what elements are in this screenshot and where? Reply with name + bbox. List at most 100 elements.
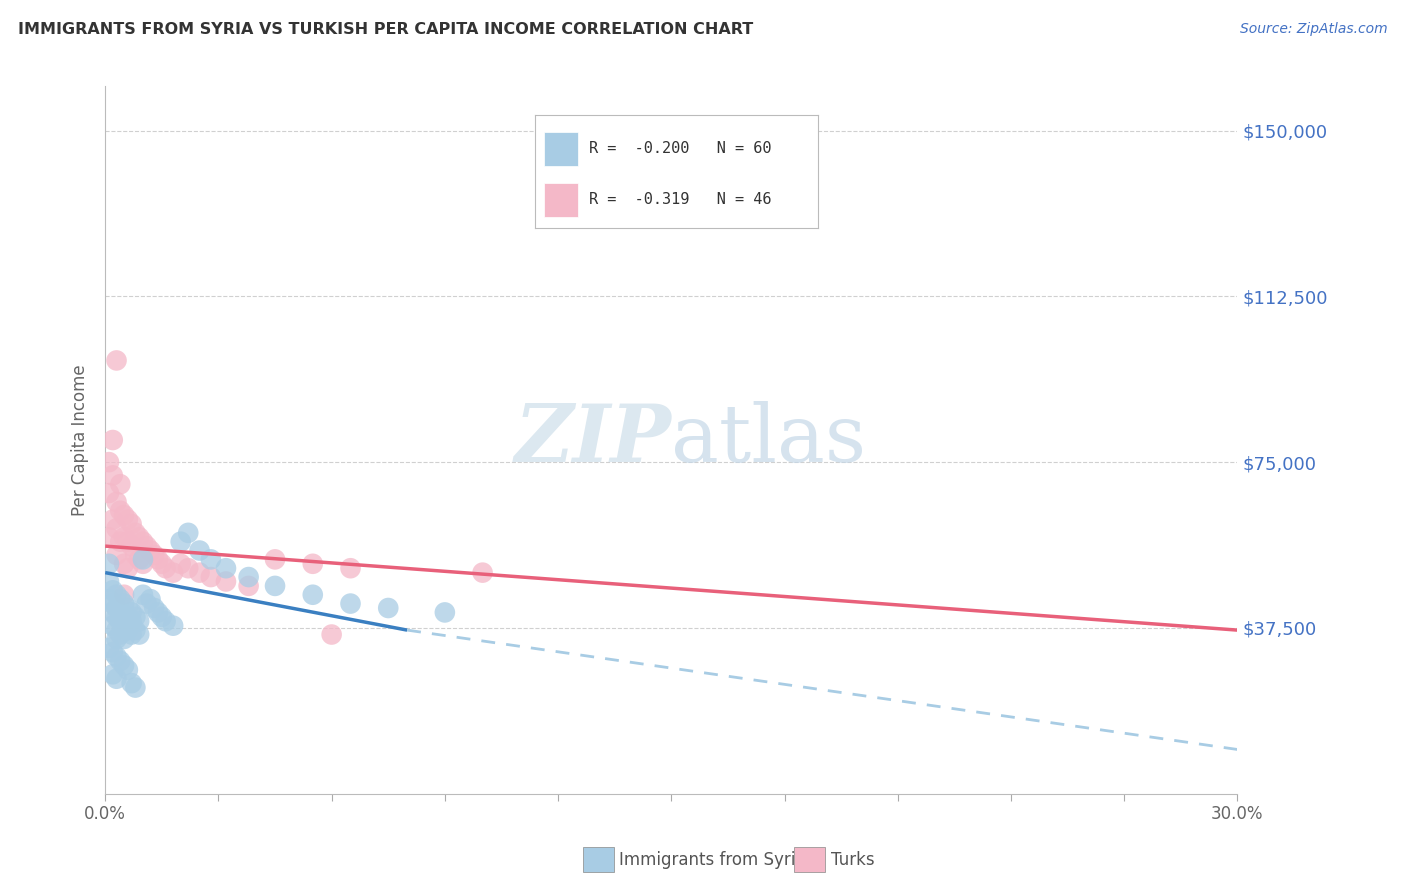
Text: ZIP: ZIP [515,401,671,479]
Text: Source: ZipAtlas.com: Source: ZipAtlas.com [1240,22,1388,37]
Point [377,601,399,615]
Point [339,561,361,575]
Point [117,601,139,615]
Point [264,552,287,566]
Point [105,353,128,368]
Point [105,548,128,562]
Point [112,610,135,624]
Point [121,516,143,531]
Point [110,504,132,518]
Point [101,606,124,620]
Text: Turks: Turks [831,851,875,869]
Point [135,539,157,553]
Point [101,645,124,659]
Point [105,588,128,602]
Point [98,486,121,500]
Point [112,618,135,632]
Point [150,610,173,624]
Point [170,534,193,549]
Point [124,548,146,562]
Text: atlas: atlas [671,401,866,479]
Text: IMMIGRANTS FROM SYRIA VS TURKISH PER CAPITA INCOME CORRELATION CHART: IMMIGRANTS FROM SYRIA VS TURKISH PER CAP… [18,22,754,37]
Point [101,597,124,611]
Point [143,548,166,562]
Point [215,574,238,589]
Text: Immigrants from Syria: Immigrants from Syria [619,851,806,869]
Point [110,534,132,549]
Point [112,557,135,571]
Point [101,513,124,527]
Point [301,557,323,571]
Point [177,561,200,575]
Point [110,627,132,641]
Point [139,543,162,558]
Point [110,477,132,491]
Point [339,597,361,611]
Point [117,561,139,575]
Point [117,534,139,549]
Point [264,579,287,593]
Point [98,574,121,589]
Point [128,552,150,566]
Point [110,606,132,620]
Point [105,521,128,535]
Point [98,592,121,607]
Point [155,561,177,575]
Point [110,654,132,668]
Point [124,681,146,695]
Point [101,667,124,681]
Point [124,623,146,637]
Point [110,614,132,628]
Point [101,468,124,483]
Point [215,561,238,575]
Point [98,557,121,571]
Point [112,658,135,673]
Point [112,588,135,602]
Point [98,455,121,469]
Point [124,610,146,624]
Point [200,570,222,584]
Point [146,552,169,566]
Point [110,592,132,607]
Point [135,597,157,611]
Point [98,530,121,544]
Point [139,592,162,607]
Point [121,676,143,690]
Point [433,606,456,620]
Point [101,583,124,598]
Point [155,614,177,628]
Point [117,513,139,527]
Point [146,606,169,620]
Point [105,623,128,637]
Point [132,552,155,566]
Point [105,601,128,615]
Y-axis label: Per Capita Income: Per Capita Income [72,364,89,516]
Point [132,534,155,549]
Point [321,627,343,641]
Point [117,663,139,677]
Point [177,525,200,540]
Point [112,597,135,611]
Point [121,627,143,641]
Point [162,618,184,632]
Point [117,623,139,637]
Point [105,649,128,664]
Point [143,601,166,615]
Point [128,627,150,641]
Point [188,566,211,580]
Point [105,495,128,509]
Point [132,588,155,602]
Point [471,566,494,580]
Point [117,610,139,624]
Point [150,557,173,571]
Point [105,672,128,686]
Point [162,566,184,580]
Point [112,530,135,544]
Point [128,614,150,628]
Point [105,610,128,624]
Point [101,618,124,632]
Point [124,525,146,540]
Point [98,640,121,655]
Point [121,606,143,620]
Point [188,543,211,558]
